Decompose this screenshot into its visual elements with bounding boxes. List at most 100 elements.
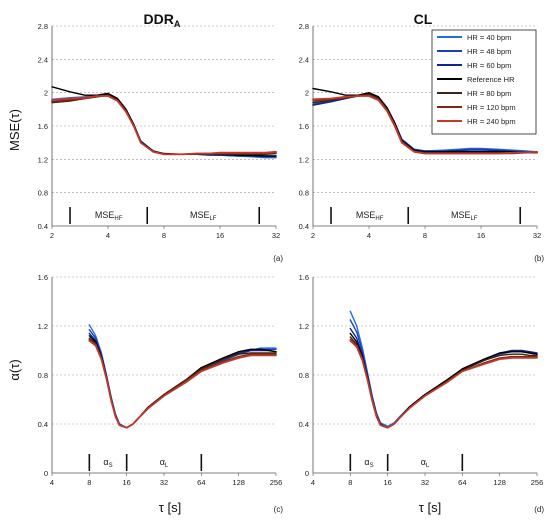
x-tick-label: 16 — [383, 478, 391, 487]
region-label-main: MSE — [451, 210, 471, 220]
x-tick-label: 256 — [531, 478, 544, 487]
series-line — [88, 339, 277, 429]
y-tick-label: 0.4 — [38, 420, 48, 429]
legend-label: HR = 48 bpm — [467, 47, 511, 56]
region-label-main: α — [160, 457, 165, 467]
region-label-sub: L — [165, 463, 169, 469]
y-tick-label: 0 — [305, 469, 309, 478]
series-line — [349, 332, 538, 429]
series-line — [51, 92, 277, 159]
region-label: αL — [421, 457, 430, 469]
x-tick-label: 64 — [197, 478, 205, 487]
x-tick-label: 8 — [423, 231, 427, 240]
region-label-main: MSE — [95, 210, 115, 220]
x-tick-label: 256 — [270, 478, 283, 487]
region-label: MSELF — [451, 210, 478, 222]
series-line — [51, 94, 277, 156]
legend-entry: HR = 48 bpm — [437, 47, 511, 56]
region-label: αL — [160, 457, 169, 469]
panel-label-a: (a) — [273, 254, 283, 263]
x-tick-label: 8 — [162, 231, 166, 240]
region-label-sub: S — [109, 463, 113, 469]
legend-box — [431, 29, 537, 135]
series-line — [312, 95, 538, 155]
x-tick-label: 32 — [533, 231, 541, 240]
y-tick-label: 0.8 — [299, 189, 309, 198]
x-tick-label: 2 — [311, 231, 315, 240]
legend-label: HR = 240 bpm — [467, 117, 516, 126]
y-tick-label: 2 — [305, 89, 309, 98]
mse-y-axis-label: MSE(τ) — [7, 109, 22, 151]
region-label-main: α — [103, 457, 108, 467]
legend-label: HR = 80 bpm — [467, 89, 511, 98]
y-tick-label: 0.4 — [299, 222, 309, 231]
region-label-sub: LF — [209, 216, 216, 222]
column-title-ddra-main: DDR — [144, 11, 174, 27]
panel-label-d: (d) — [534, 505, 544, 514]
y-tick-label: 2.8 — [299, 22, 309, 31]
region-label-sub: S — [370, 463, 374, 469]
y-tick-label: 0.4 — [38, 222, 48, 231]
y-tick-label: 0 — [44, 469, 48, 478]
x-tick-label: 64 — [458, 478, 466, 487]
x-tick-label: 4 — [50, 478, 54, 487]
legend-entry: HR = 40 bpm — [437, 33, 511, 42]
series-line — [88, 324, 277, 429]
series-line — [51, 93, 277, 158]
legend-label: HR = 40 bpm — [467, 33, 511, 42]
column-title-cl: CL — [414, 11, 433, 27]
series-line — [51, 93, 277, 157]
region-label: MSEHF — [356, 210, 384, 222]
region-label: MSEHF — [95, 210, 123, 222]
x-tick-label: 16 — [216, 231, 224, 240]
series-line — [51, 95, 277, 156]
legend-entry: HR = 120 bpm — [437, 103, 516, 112]
x-tick-label: 128 — [493, 478, 506, 487]
region-label: αS — [364, 457, 373, 469]
column-title-ddra-sub: A — [174, 19, 181, 29]
legend-label: HR = 120 bpm — [467, 103, 516, 112]
y-tick-label: 1.2 — [299, 155, 309, 164]
x-tick-label: 32 — [160, 478, 168, 487]
tau-x-axis-label-right: τ [s] — [419, 500, 441, 515]
y-tick-label: 1.6 — [299, 122, 309, 131]
y-tick-label: 2.8 — [38, 22, 48, 31]
series-line — [349, 310, 538, 428]
legend-entry: HR = 60 bpm — [437, 61, 511, 70]
x-tick-label: 4 — [311, 478, 315, 487]
column-title-ddra: DDRA — [144, 11, 181, 29]
region-label-sub: HF — [114, 216, 122, 222]
legend-entry: HR = 240 bpm — [437, 117, 516, 126]
y-tick-label: 1.6 — [38, 122, 48, 131]
tau-x-axis-label-left: τ [s] — [159, 500, 181, 515]
legend-label: Reference HR — [467, 75, 515, 84]
panel-label-c: (c) — [274, 505, 284, 514]
y-tick-label: 2.4 — [38, 55, 48, 64]
series-line — [88, 332, 277, 429]
y-tick-label: 0.8 — [38, 371, 48, 380]
x-tick-label: 32 — [421, 478, 429, 487]
y-tick-label: 0.8 — [38, 189, 48, 198]
y-tick-label: 2 — [44, 89, 48, 98]
series-line — [51, 94, 277, 156]
legend-entry: HR = 80 bpm — [437, 89, 511, 98]
y-tick-label: 1.2 — [38, 155, 48, 164]
y-tick-label: 2.4 — [299, 55, 309, 64]
y-tick-label: 1.2 — [299, 322, 309, 331]
x-tick-label: 8 — [87, 478, 91, 487]
x-tick-label: 2 — [50, 231, 54, 240]
region-label-sub: L — [426, 463, 430, 469]
x-tick-label: 128 — [232, 478, 245, 487]
region-label-sub: HF — [375, 216, 383, 222]
y-tick-label: 1.6 — [38, 273, 48, 282]
region-label-main: α — [364, 457, 369, 467]
region-label-main: MSE — [356, 210, 376, 220]
legend-label: HR = 60 bpm — [467, 61, 511, 70]
region-label-main: MSE — [190, 210, 210, 220]
y-tick-label: 0.8 — [299, 371, 309, 380]
y-tick-label: 1.2 — [38, 322, 48, 331]
